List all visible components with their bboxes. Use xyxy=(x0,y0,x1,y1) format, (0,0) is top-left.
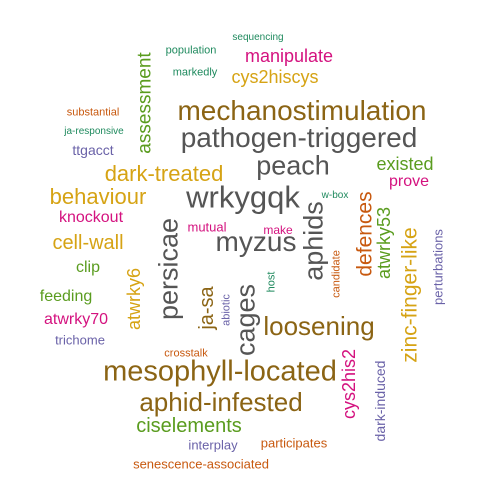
word-w-box: w-box xyxy=(321,190,349,201)
word-ttgacct: ttgacct xyxy=(72,142,114,158)
word-senescence-associated: senescence-associated xyxy=(133,456,269,472)
word-aphid-infested: aphid-infested xyxy=(139,387,303,417)
word-participates: participates xyxy=(260,435,328,451)
word-ja-responsive: ja-responsive xyxy=(64,126,124,137)
word-mutual: mutual xyxy=(187,219,227,235)
word-sequencing: sequencing xyxy=(232,32,284,43)
word-manipulate: manipulate xyxy=(244,46,334,66)
word-clip: clip xyxy=(75,259,101,276)
word-trichome: trichome xyxy=(55,332,105,348)
word-substantial: substantial xyxy=(66,106,120,119)
word-pathogen-triggered: pathogen-triggered xyxy=(180,122,418,153)
word-host: host xyxy=(265,271,278,293)
word-aphids: aphids xyxy=(298,201,329,281)
word-atwrky53: atwrky53 xyxy=(374,206,394,280)
word-cys2his2: cys2his2 xyxy=(339,348,359,420)
word-interplay: interplay xyxy=(188,437,238,453)
word-ja-sa: ja-sa xyxy=(196,286,218,330)
word-population: population xyxy=(165,44,217,57)
word-atwrky70: atwrky70 xyxy=(43,311,109,328)
word-feeding: feeding xyxy=(39,288,93,305)
word-atwrky6: atwrky6 xyxy=(124,267,144,331)
word-make: make xyxy=(263,223,293,237)
word-markedly: markedly xyxy=(172,66,218,79)
word-abiotic: abiotic xyxy=(220,294,233,326)
word-knockout: knockout xyxy=(58,209,124,226)
word-perturbations: perturbations xyxy=(430,229,446,305)
word-peach: peach xyxy=(256,150,330,181)
word-existed: existed xyxy=(376,154,434,174)
word-candidate: candidate xyxy=(330,250,343,298)
word-assessment: assessment xyxy=(134,52,156,154)
word-dark-induced: dark-induced xyxy=(372,360,388,442)
word-myzus: myzus xyxy=(215,226,297,257)
word-loosening: loosening xyxy=(263,311,375,341)
word-mesophyll-located: mesophyll-located xyxy=(103,355,337,388)
word-persicae: persicae xyxy=(153,217,184,321)
word-zinc-finger-like: zinc-finger-like xyxy=(398,227,422,363)
word-prove: prove xyxy=(388,173,430,190)
word-wrkygqk: wrkygqk xyxy=(186,179,300,215)
word-crosstalk: crosstalk xyxy=(164,347,208,360)
word-cys2hiscys: cys2hiscys xyxy=(231,67,319,87)
word-cell-wall: cell-wall xyxy=(52,232,124,254)
word-mechanostimulation: mechanostimulation xyxy=(177,95,427,126)
word-ciselements: ciselements xyxy=(136,415,242,437)
word-dark-treated: dark-treated xyxy=(104,161,224,186)
word-defences: defences xyxy=(353,191,377,277)
word-cages: cages xyxy=(230,283,261,357)
word-behaviour: behaviour xyxy=(49,184,147,209)
